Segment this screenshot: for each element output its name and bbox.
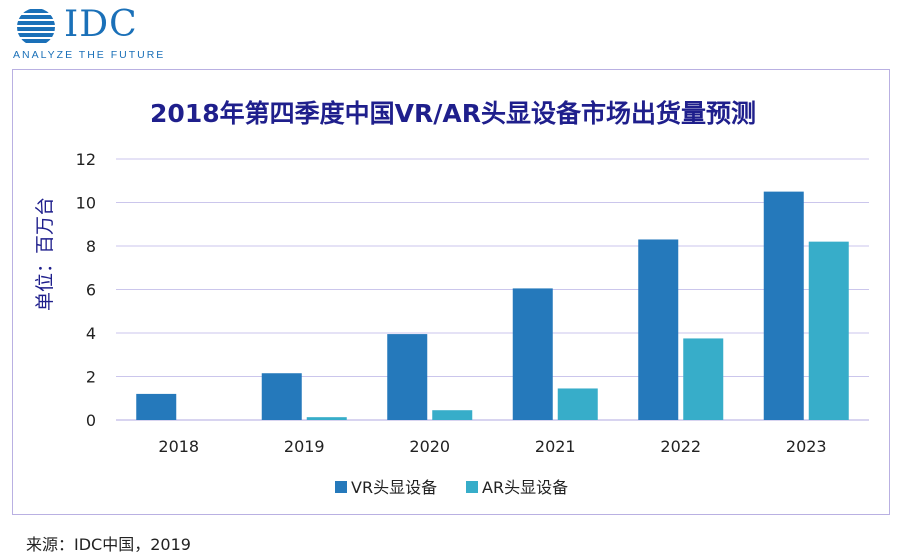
- y-axis-ticks: 0 2 4 6 8 10 12: [76, 150, 96, 430]
- bar-vr-2019: [261, 373, 302, 420]
- globe-icon: [17, 9, 55, 43]
- bar-vr-2022: [638, 239, 679, 420]
- legend-label-ar: AR头显设备: [482, 478, 568, 497]
- bar-ar-2022: [683, 338, 724, 420]
- bar-ar-2021: [557, 388, 598, 420]
- legend: VR头显设备 AR头显设备: [335, 478, 568, 497]
- legend-label-vr: VR头显设备: [351, 478, 437, 497]
- y-tick-label: 12: [76, 150, 96, 169]
- legend-swatch-vr: [335, 481, 347, 493]
- x-tick-label: 2023: [786, 437, 827, 456]
- y-tick-label: 0: [86, 411, 96, 430]
- x-axis-ticks: 2018 2019 2020 2021 2022 2023: [158, 437, 826, 456]
- legend-swatch-ar: [466, 481, 478, 493]
- logo-wordmark: IDC: [64, 4, 138, 45]
- y-axis-label: 单位：百万台: [34, 197, 56, 311]
- y-tick-label: 4: [86, 324, 96, 343]
- chart-frame: 2018年第四季度中国VR/AR头显设备市场出货量预测 单位：百万台 0 2 4 6 8…: [12, 69, 890, 515]
- y-tick-label: 6: [86, 281, 96, 300]
- bar-chart: 2018年第四季度中国VR/AR头显设备市场出货量预测 单位：百万台 0 2 4 6 8…: [34, 99, 869, 497]
- x-tick-label: 2018: [158, 437, 199, 456]
- y-tick-label: 10: [76, 194, 96, 213]
- y-tick-label: 2: [86, 368, 96, 387]
- bar-vr-2018: [136, 393, 177, 420]
- source-note: 来源：IDC中国，2019: [26, 535, 191, 554]
- idc-logo: IDC ANALYZE THE FUTURE: [12, 4, 172, 62]
- bar-ar-2023: [808, 241, 849, 420]
- bar-vr-2023: [763, 191, 804, 420]
- bar-ar-2019: [306, 417, 347, 420]
- x-tick-label: 2020: [409, 437, 450, 456]
- y-tick-label: 8: [86, 237, 96, 256]
- x-tick-label: 2022: [660, 437, 701, 456]
- x-tick-label: 2021: [535, 437, 576, 456]
- bars: [136, 191, 849, 420]
- bar-vr-2021: [512, 288, 553, 420]
- chart-title: 2018年第四季度中国VR/AR头显设备市场出货量预测: [150, 99, 756, 128]
- bar-ar-2020: [432, 410, 473, 420]
- bar-vr-2020: [387, 334, 428, 420]
- x-tick-label: 2019: [284, 437, 325, 456]
- gridlines: [116, 158, 869, 421]
- logo-tagline: ANALYZE THE FUTURE: [13, 49, 166, 61]
